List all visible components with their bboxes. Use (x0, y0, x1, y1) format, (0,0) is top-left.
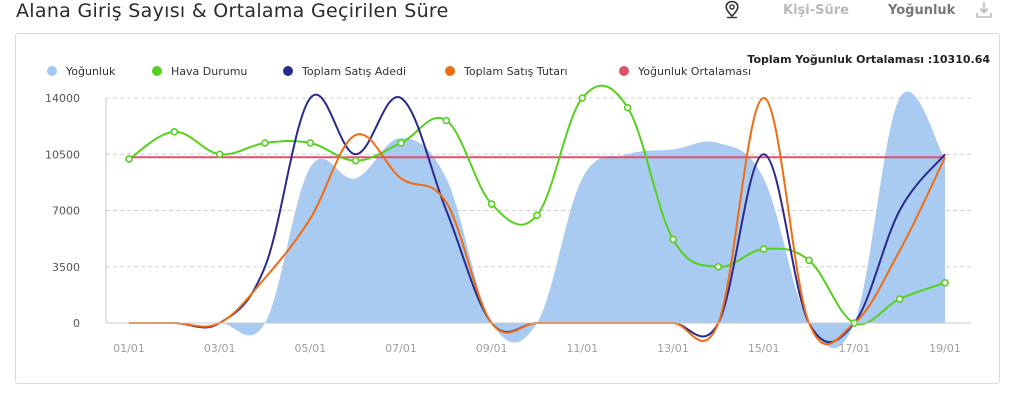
legend: Yoğunluk Hava Durumu Toplam Satış Adedi Top… (47, 65, 751, 78)
data-point-hava-durumu (533, 211, 541, 220)
x-tick-label: 17/01 (838, 342, 870, 355)
x-tick-label: 15/01 (748, 342, 780, 355)
legend-entry: Yoğunluk (65, 65, 116, 78)
x-tick-label: 09/01 (476, 342, 508, 355)
y-tick-label: 0 (73, 317, 80, 330)
marker-layer (125, 94, 949, 327)
legend-swatch (47, 66, 57, 76)
x-tick-label: 13/01 (657, 342, 689, 355)
data-point-hava-durumu (125, 155, 133, 163)
x-tick-label: 07/01 (385, 342, 417, 355)
x-tick-label: 05/01 (294, 342, 326, 355)
series-line-toplam-satis-tutari (129, 96, 946, 346)
legend-entry: Toplam Satış Tutarı (463, 65, 568, 78)
data-point-hava-durumu (669, 235, 677, 244)
y-tick-label: 14000 (45, 92, 80, 105)
legend-swatch (283, 66, 293, 76)
data-point-hava-durumu (306, 139, 315, 147)
series-line-hava-durumu (128, 84, 946, 326)
density-chart: 0 3500 7000 10500 14000 01/01 03/01 05/01 07/01 0… (45, 53, 990, 355)
y-tick-label: 10500 (45, 148, 80, 161)
legend-swatch (445, 66, 455, 76)
legend-entry: Yoğunluk Ortalaması (637, 65, 751, 78)
chart-card: 0 3500 7000 10500 14000 01/01 03/01 05/01 07/01 0… (15, 33, 1000, 384)
data-point-hava-durumu (351, 156, 360, 165)
data-point-hava-durumu (261, 139, 269, 147)
y-tick-label: 7000 (52, 205, 80, 218)
data-point-hava-durumu (442, 116, 451, 125)
x-tick-label: 01/01 (113, 342, 145, 355)
grid (106, 97, 971, 268)
data-point-hava-durumu (623, 103, 632, 112)
legend-swatch (152, 66, 162, 76)
data-point-hava-durumu (397, 139, 405, 147)
data-point-hava-durumu (714, 262, 723, 271)
map-pin-icon[interactable] (723, 0, 741, 20)
x-tick-label: 19/01 (929, 342, 961, 355)
legend-entry: Toplam Satış Adedi (301, 65, 406, 78)
legend-entry: Hava Durumu (171, 65, 247, 78)
data-point-hava-durumu (895, 295, 904, 303)
x-tick-label: 11/01 (566, 342, 598, 355)
tab-kisi-sure[interactable]: Kişi-Süre (783, 3, 849, 18)
density-average-annotation: Toplam Yoğunluk Ortalaması :10310.64 (747, 53, 990, 66)
data-point-hava-durumu (578, 94, 587, 102)
series-area-yogunluk (129, 91, 945, 349)
data-point-hava-durumu (487, 200, 496, 208)
data-point-hava-durumu (941, 279, 949, 287)
page-title: Alana Giriş Sayısı & Ortalama Geçirilen … (16, 0, 449, 22)
tab-yogunluk[interactable]: Yoğunluk (888, 3, 956, 18)
data-point-hava-durumu (215, 150, 224, 159)
y-tick-label: 3500 (52, 261, 80, 274)
axes: 0 3500 7000 10500 14000 01/01 03/01 05/01 07/01 0… (45, 92, 971, 355)
data-point-hava-durumu (805, 256, 813, 265)
legend-swatch (619, 66, 629, 76)
download-icon[interactable] (974, 0, 994, 20)
data-point-hava-durumu (759, 245, 768, 253)
area-layer (129, 91, 945, 349)
x-tick-label: 03/01 (204, 342, 236, 355)
data-point-hava-durumu (170, 127, 179, 136)
